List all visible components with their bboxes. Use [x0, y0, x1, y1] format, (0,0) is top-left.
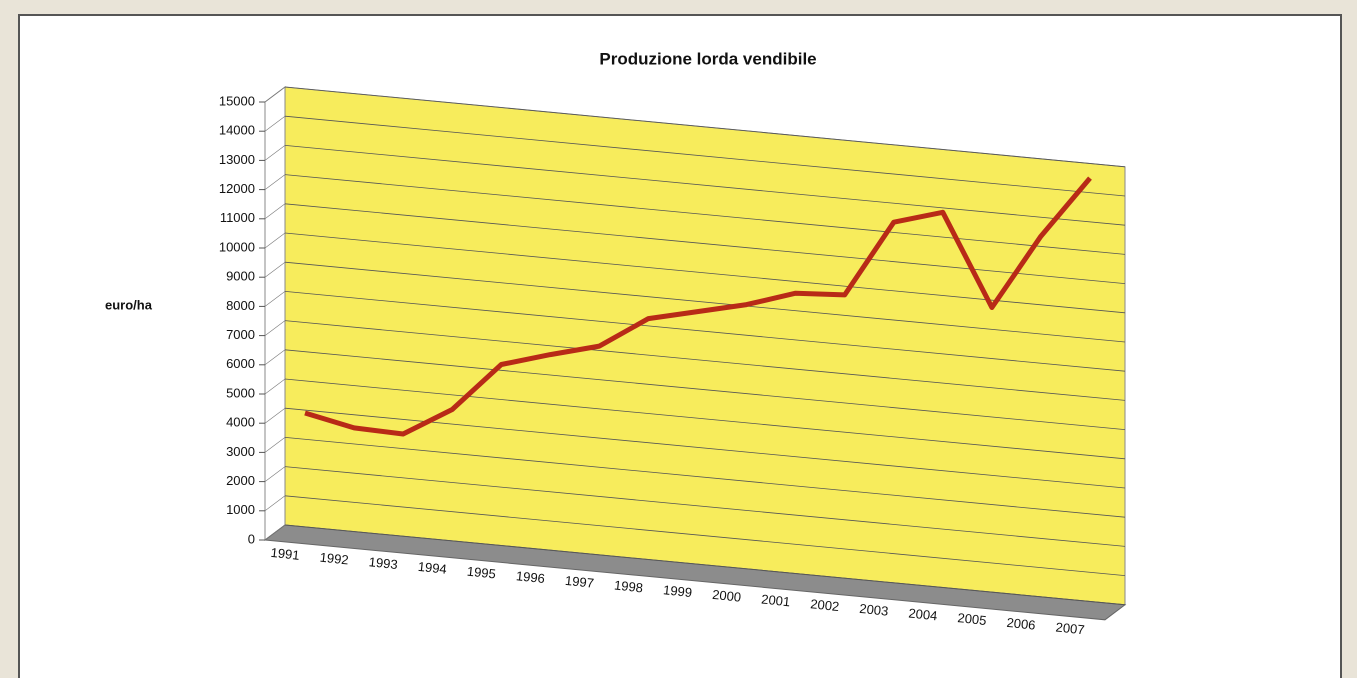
y-tick-label: 10000	[219, 239, 255, 254]
y-tick-label: 12000	[219, 181, 255, 196]
x-tick-label: 2000	[712, 587, 742, 605]
y-tick-label: 5000	[226, 385, 255, 400]
y-axis-label: euro/ha	[105, 297, 153, 312]
y-tick-label: 13000	[219, 152, 255, 167]
x-tick-label: 2007	[1055, 619, 1085, 637]
y-tick-label: 1000	[226, 502, 255, 517]
y-tick-label: 2000	[226, 473, 255, 488]
page: {"chart_data": {"type": "line", "title":…	[0, 0, 1357, 676]
plot-wall	[285, 87, 1125, 605]
y-tick-label: 8000	[226, 298, 255, 313]
x-tick-label: 1992	[319, 550, 349, 568]
y-tick-label: 3000	[226, 444, 255, 459]
chart: Produzione lorda vendibile euro/ha 0 1000…	[0, 0, 1357, 676]
x-tick-label: 2003	[859, 601, 889, 619]
x-tick-label: 1997	[564, 573, 594, 591]
x-tick-label: 1991	[270, 545, 300, 563]
x-tick-label: 2001	[761, 591, 791, 609]
x-tick-label: 1993	[368, 554, 398, 572]
x-tick-label: 2002	[810, 596, 840, 614]
y-tick-label: 6000	[226, 356, 255, 371]
x-tick-label: 1994	[417, 559, 447, 577]
y-tick-label: 4000	[226, 415, 255, 430]
y-tick-label: 9000	[226, 269, 255, 284]
x-tick-label: 2004	[908, 605, 938, 623]
y-tick-label: 11000	[220, 210, 255, 225]
chart-title: Produzione lorda vendibile	[599, 49, 816, 68]
y-tick-label: 15000	[219, 93, 255, 108]
y-tick-label: 7000	[226, 327, 255, 342]
x-tick-label: 1995	[466, 564, 496, 582]
x-tick-label: 1999	[662, 582, 692, 600]
side-wall	[265, 87, 285, 540]
y-tick-label: 14000	[219, 123, 255, 138]
x-tick-label: 1998	[613, 577, 643, 595]
x-tick-label: 2005	[957, 610, 987, 628]
x-tick-label: 2006	[1006, 615, 1036, 633]
y-tick-label: 0	[248, 531, 255, 546]
x-tick-label: 1996	[515, 568, 545, 586]
